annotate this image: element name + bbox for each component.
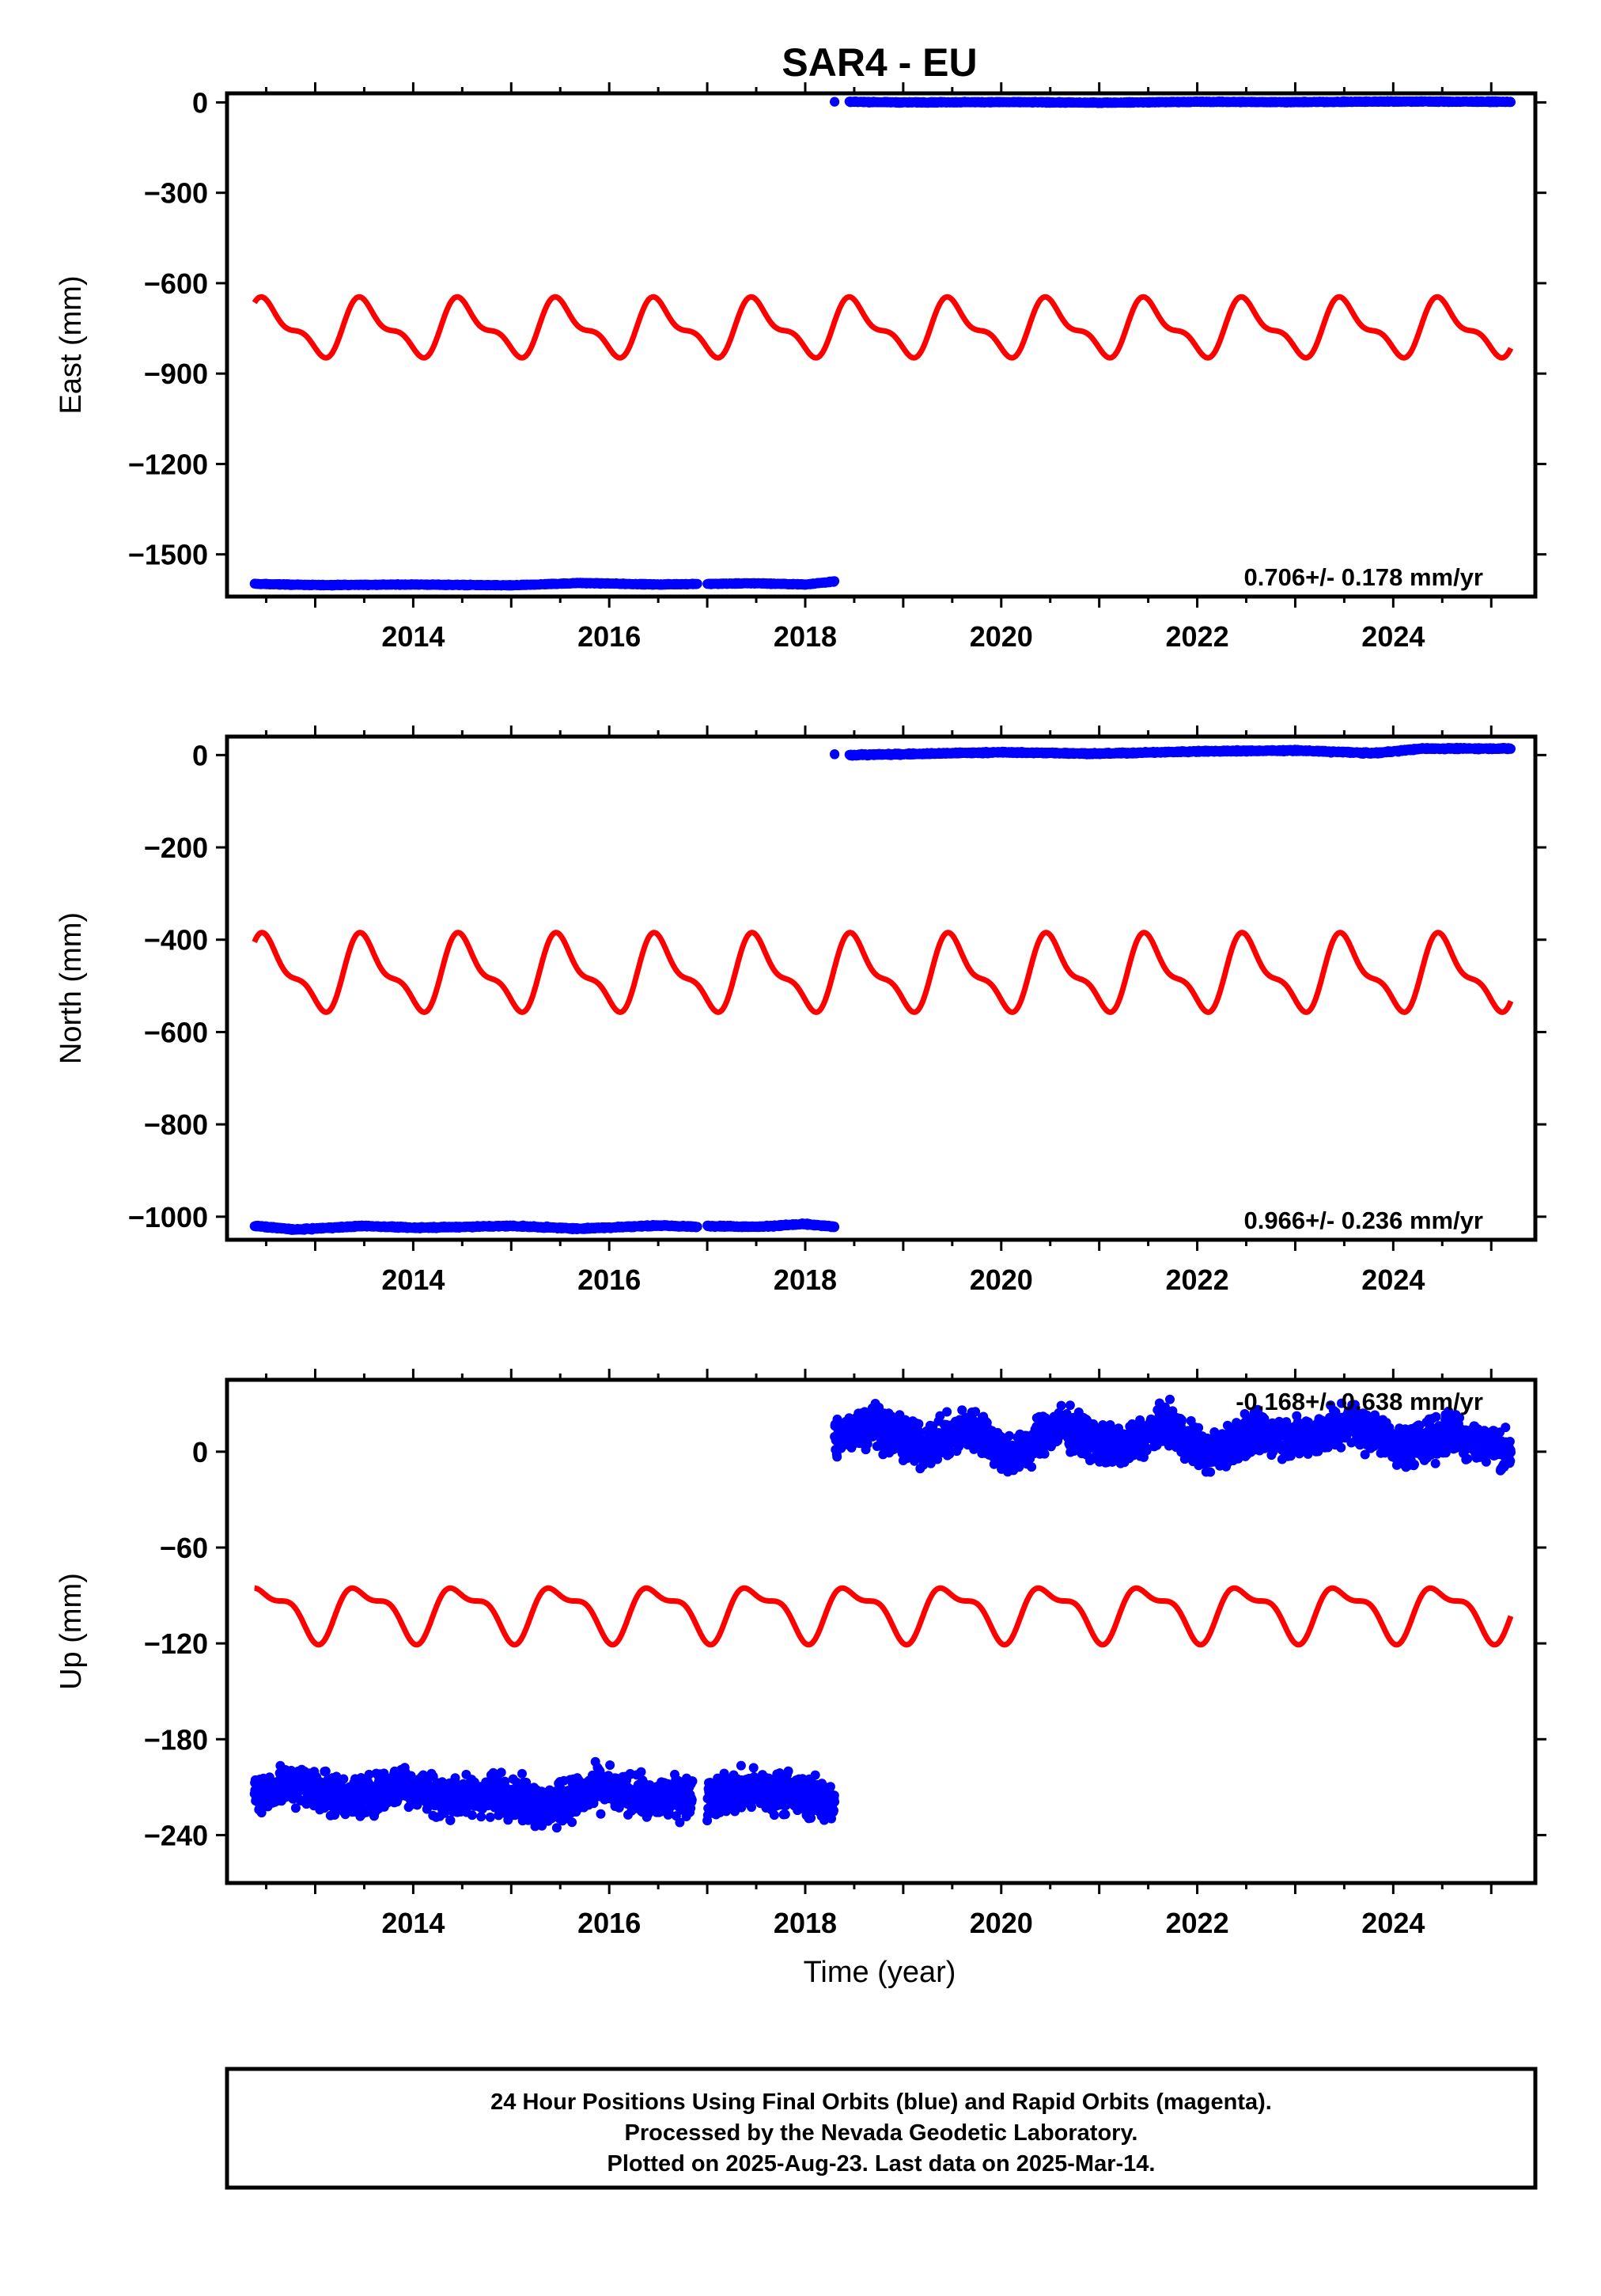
figure-title: SAR4 - EU — [782, 40, 977, 85]
north-x-tick-label: 2016 — [577, 1264, 641, 1296]
east-y-tick-label: 0 — [192, 86, 208, 119]
north-y-axis-label: North (mm) — [55, 912, 88, 1064]
north-y-tick-label: −400 — [144, 924, 208, 957]
north-plot-frame — [225, 734, 1538, 1242]
north-x-tick-label: 2024 — [1361, 1264, 1425, 1296]
north-y-tick-label: −800 — [144, 1108, 208, 1141]
east-data-point — [1506, 97, 1516, 108]
east-y-tick-label: −900 — [144, 358, 208, 390]
east-panel: 2014 2016 2018 2020 2022 2024 0 −300 −600 −900 −12… — [55, 82, 1546, 653]
north-x-tick-label: 2022 — [1166, 1264, 1229, 1296]
east-data-point — [830, 576, 840, 586]
east-x-tick-label: 2018 — [774, 620, 837, 653]
east-plot-frame — [225, 91, 1538, 599]
north-y-tick-label: −200 — [144, 832, 208, 864]
east-data-point — [830, 97, 840, 107]
north-y-tick-label: −600 — [144, 1016, 208, 1048]
east-seasonal-model-line — [252, 294, 1514, 361]
east-x-tick-label: 2020 — [970, 620, 1033, 653]
north-panel: 2014 2016 2018 2020 2022 2024 0 −200 −400 −600 −80… — [55, 726, 1546, 1296]
east-x-tick-label: 2014 — [381, 620, 445, 653]
north-data-layer — [249, 742, 1516, 1235]
north-x-tick-label: 2014 — [381, 1264, 445, 1296]
north-x-tick-label: 2020 — [970, 1264, 1033, 1296]
east-y-axis-label: East (mm) — [55, 275, 88, 414]
east-y-tick-label: −1200 — [128, 448, 208, 480]
east-y-tick-label: −1500 — [128, 539, 208, 571]
north-y-tick-label: −1000 — [128, 1201, 208, 1233]
north-y-tick-label: 0 — [192, 739, 208, 771]
east-rate-label: 0.706+/- 0.178 mm/yr — [1244, 563, 1483, 591]
east-y-tick-label: −300 — [144, 177, 208, 210]
east-y-tick-label: −600 — [144, 267, 208, 300]
east-data-layer — [249, 96, 1516, 591]
east-x-tick-label: 2016 — [577, 620, 641, 653]
east-x-tick-label: 2022 — [1166, 620, 1229, 653]
east-data-point — [692, 578, 702, 589]
north-x-tick-label: 2018 — [774, 1264, 837, 1296]
east-x-tick-label: 2024 — [1361, 620, 1425, 653]
